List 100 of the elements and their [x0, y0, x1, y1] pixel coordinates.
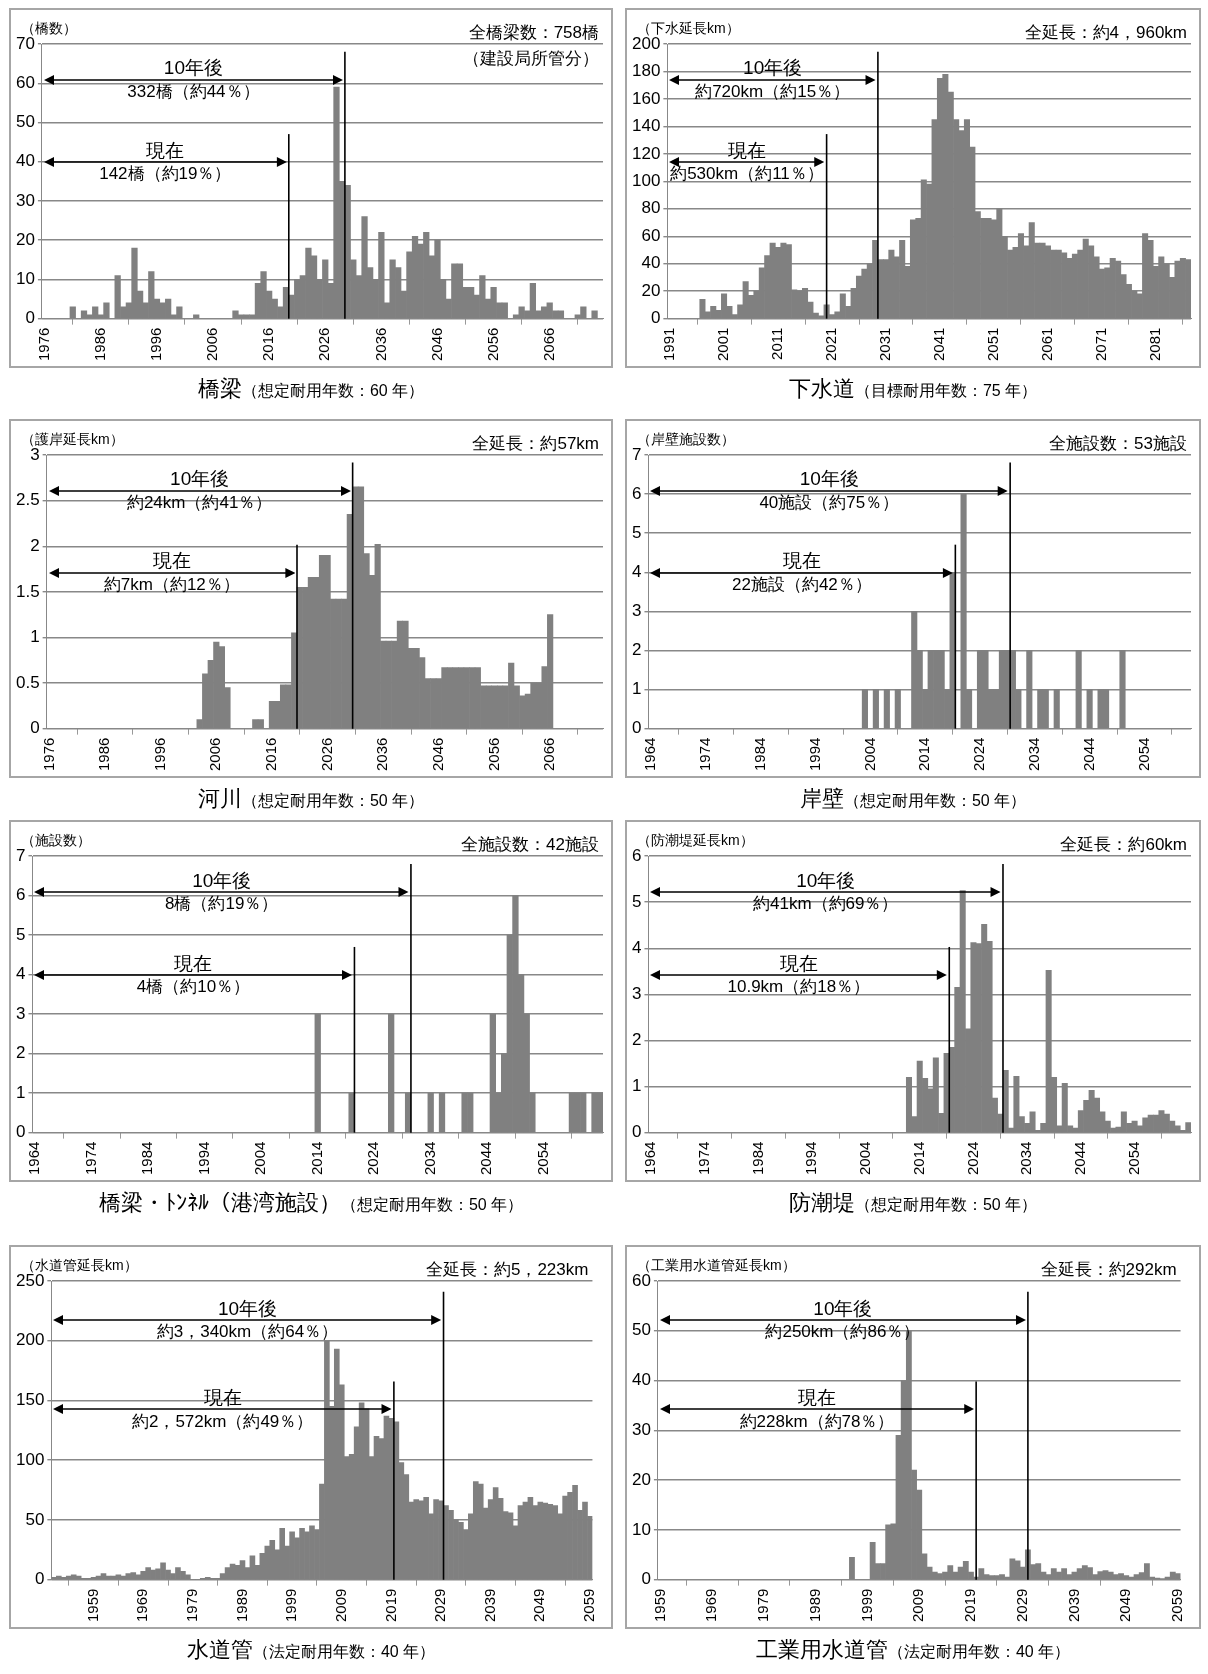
- x-tick-label: 1984: [138, 1141, 156, 1176]
- y-tick-label: 5: [15, 924, 26, 944]
- annotation: 現在: [782, 550, 821, 572]
- x-tick-label: 2004: [860, 737, 878, 772]
- annotation: 現在: [174, 952, 213, 974]
- annotation: 現在: [798, 1387, 837, 1409]
- x-tick-label: 2066: [539, 327, 557, 362]
- x-tick-label: 2061: [1038, 327, 1056, 362]
- y-tick-label: 7: [15, 845, 26, 865]
- annotation: 約3，340km（約64％）: [156, 1322, 339, 1342]
- annotation: 約720km（約15％）: [695, 81, 851, 101]
- annotation: 332橋（約44％）: [127, 81, 260, 101]
- text: 水道管（法定耐用年数：40 年）: [186, 1637, 436, 1662]
- y-tick-label: 10: [15, 269, 35, 289]
- annotation: 約228km（約78％）: [739, 1411, 895, 1431]
- x-tick-label: 1974: [695, 1141, 712, 1176]
- y-tick-label: 2: [30, 535, 40, 555]
- annotation: 約2，572km（約49％）: [131, 1411, 314, 1431]
- y-axis-title: （下水延長km）: [637, 19, 740, 36]
- y-tick-label: 40: [15, 151, 35, 171]
- x-tick-label: 1996: [147, 327, 165, 362]
- y-tick-label: 180: [631, 61, 661, 81]
- y-tick-label: 60: [641, 225, 661, 245]
- y-tick-label: 6: [15, 885, 26, 905]
- x-tick-label: 2021: [822, 327, 840, 362]
- x-tick-label: 1974: [696, 737, 714, 772]
- x-tick-label: 2054: [1124, 1141, 1142, 1176]
- x-tick-label: 2046: [429, 737, 447, 772]
- y-tick-label: 1.5: [15, 581, 40, 601]
- x-tick-label: 2049: [1116, 1588, 1134, 1623]
- annotation: 22施設（約42％）: [731, 574, 872, 594]
- x-tick-label: 2024: [970, 737, 988, 772]
- x-tick-label: 1964: [25, 1141, 43, 1176]
- y-tick-label: 100: [15, 1449, 45, 1469]
- x-tick-label: 2044: [1079, 737, 1097, 772]
- y-tick-label: 2: [631, 1030, 642, 1050]
- text: 河川（想定耐用年数：50 年）: [197, 786, 425, 811]
- annotation: 142橋（約19％）: [99, 164, 232, 184]
- y-tick-label: 1: [631, 1076, 642, 1096]
- text: 全延長：約4，960km: [1024, 23, 1187, 43]
- y-tick-label: 30: [631, 1420, 651, 1439]
- x-tick-label: 2029: [431, 1588, 449, 1623]
- annotation: （建設局所管分）: [463, 49, 599, 69]
- x-tick-label: 2024: [963, 1141, 981, 1176]
- annotation: 約250km（約86％）: [765, 1322, 921, 1342]
- y-tick-label: 0.5: [15, 672, 40, 692]
- annotation: 現在: [727, 139, 766, 161]
- y-axis-title: （橋数）: [21, 19, 77, 36]
- x-tick-label: 2024: [364, 1141, 382, 1176]
- x-tick-label: 1959: [83, 1588, 101, 1623]
- y-tick-label: 0: [631, 718, 642, 738]
- x-tick-label: 1964: [641, 737, 659, 772]
- x-tick-label: 2049: [530, 1588, 548, 1623]
- annotation: 10.9km（約18％）: [727, 977, 871, 997]
- x-tick-label: 2031: [876, 327, 894, 362]
- x-tick-label: 2014: [909, 1141, 927, 1176]
- x-tick-label: 2004: [251, 1141, 269, 1176]
- x-tick-label: 2026: [317, 737, 335, 772]
- y-tick-label: 0: [34, 1569, 45, 1589]
- x-tick-label: 2051: [984, 327, 1002, 362]
- y-tick-label: 1: [15, 1082, 26, 1102]
- annotation: 40施設（約75％）: [759, 492, 900, 512]
- x-tick-label: 2044: [477, 1141, 495, 1176]
- x-tick-label: 1969: [133, 1588, 151, 1623]
- y-tick-label: 50: [25, 1509, 45, 1529]
- annotation: 現在: [203, 1387, 242, 1409]
- x-tick-label: 2036: [373, 737, 391, 772]
- y-tick-label: 4: [631, 561, 642, 581]
- text: 工業用水道管（法定耐用年数：40 年）: [755, 1637, 1071, 1662]
- x-tick-label: 2006: [206, 737, 224, 772]
- annotation: 約530km（約11％）: [670, 164, 824, 184]
- y-tick-label: 20: [15, 229, 35, 249]
- y-tick-label: 80: [641, 198, 661, 218]
- x-tick-label: 2081: [1146, 327, 1164, 362]
- x-tick-label: 1979: [182, 1588, 200, 1623]
- annotation: 現在: [146, 139, 185, 161]
- y-tick-label: 0: [25, 308, 35, 328]
- x-tick-label: 2066: [540, 737, 558, 772]
- text: 全延長：約57km: [472, 434, 599, 454]
- y-axis-title: （岸壁施設数）: [637, 430, 735, 447]
- x-tick-label: 2059: [1168, 1588, 1186, 1623]
- x-tick-label: 1984: [750, 737, 768, 772]
- x-tick-label: 2004: [856, 1141, 874, 1176]
- x-tick-label: 1976: [34, 327, 52, 362]
- x-tick-label: 1999: [857, 1588, 875, 1623]
- y-tick-label: 3: [631, 601, 642, 621]
- y-tick-label: 140: [631, 116, 661, 136]
- y-axis-title: （水道管延長km）: [21, 1256, 138, 1273]
- y-tick-label: 3: [15, 1003, 26, 1023]
- text: 全橋梁数：758橋: [468, 23, 599, 43]
- x-tick-label: 2034: [420, 1141, 438, 1176]
- y-tick-label: 0: [631, 1122, 642, 1142]
- x-tick-label: 2056: [483, 327, 501, 362]
- x-tick-label: 1989: [232, 1588, 250, 1623]
- annotation: 現在: [152, 550, 191, 572]
- y-tick-label: 2.5: [15, 490, 40, 510]
- annotation: 10年後: [217, 1297, 278, 1319]
- annotation: 8橋（約19％）: [165, 894, 279, 914]
- y-tick-label: 2: [631, 640, 642, 660]
- y-axis-title: （施設数）: [21, 831, 91, 848]
